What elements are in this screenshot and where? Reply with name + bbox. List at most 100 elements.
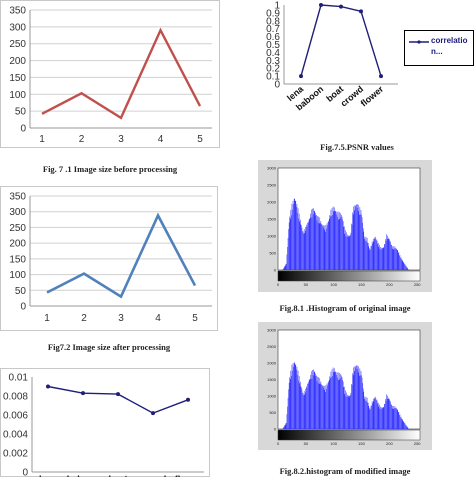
panel-hist-modified: 0 500 1000 1500 2000 2500 3000 0 50 100 150 200 250 … bbox=[258, 322, 432, 477]
y-tick-label: 100 bbox=[9, 270, 26, 281]
panel-size-after: 0 50 100 150 200 250 300 350 1 2 3 4 5 Fig7.2 Image … bbox=[0, 186, 224, 356]
y-tick-label: 350 bbox=[9, 192, 26, 203]
histogram-modified-chart: 0 500 1000 1500 2000 2500 3000 0 50 100 150 200 250 bbox=[267, 328, 421, 447]
y-tick-label: 2000 bbox=[267, 200, 277, 205]
x-tick-label: lena bbox=[39, 474, 58, 477]
x-tick-label: 3 bbox=[118, 313, 124, 324]
plot-area bbox=[277, 167, 421, 271]
y-tick-label: 0.2 bbox=[266, 64, 280, 75]
y-tick-label: 500 bbox=[269, 410, 276, 415]
x-tick-label: flower bbox=[359, 84, 386, 109]
data-point bbox=[319, 3, 323, 7]
data-point bbox=[186, 397, 190, 402]
y-tick-label: 200 bbox=[9, 239, 26, 250]
y-tick-label: 0.8 bbox=[266, 16, 280, 27]
x-tick-label: 4 bbox=[158, 134, 164, 145]
data-point bbox=[359, 9, 363, 14]
data-point bbox=[299, 74, 303, 79]
x-tick-label: 4 bbox=[155, 313, 161, 324]
y-tick-label: 0.006 bbox=[3, 411, 28, 422]
x-tick-label: 150 bbox=[358, 441, 365, 446]
size-after-chart: 0 50 100 150 200 250 300 350 1 2 3 4 5 bbox=[9, 192, 212, 324]
y-tick-label: 0.5 bbox=[266, 40, 280, 51]
x-tick-label: 200 bbox=[386, 282, 393, 287]
y-tick-label: 0.1 bbox=[266, 72, 280, 83]
y-tick-label: 50 bbox=[15, 107, 27, 118]
y-tick-label: 50 bbox=[15, 286, 27, 297]
y-tick-label: 0.002 bbox=[3, 449, 28, 460]
caption-psnr: Fig.7.5.PSNR values bbox=[320, 142, 394, 152]
x-tick-label: 2 bbox=[81, 313, 87, 324]
y-tick-label: 0.3 bbox=[266, 56, 280, 67]
x-tick-label: 0 bbox=[277, 441, 280, 446]
size-before-chart: 0 50 100 150 200 250 300 350 1 2 3 4 5 bbox=[9, 6, 212, 145]
x-tick-label: 100 bbox=[330, 282, 337, 287]
caption-hist-original: Fig.8.1 .Histogram of original image bbox=[279, 303, 411, 313]
x-tick-label: 50 bbox=[304, 441, 309, 446]
panel-hist-original: 0 500 1000 1500 2000 2500 3000 0 50 100 150 200 250 … bbox=[258, 160, 432, 318]
y-tick-label: 3000 bbox=[267, 328, 277, 333]
series-line bbox=[300, 4, 382, 77]
chart-legend: correlatio n... bbox=[404, 30, 474, 66]
legend-label-line1: correlatio bbox=[431, 36, 468, 45]
legend-label-line2: n... bbox=[431, 47, 443, 56]
y-tick-label: 100 bbox=[9, 90, 26, 101]
y-tick-label: 200 bbox=[9, 56, 26, 67]
x-tick-label: 50 bbox=[304, 282, 309, 287]
y-tick-label: 250 bbox=[9, 223, 26, 234]
y-tick-label: 0.01 bbox=[9, 373, 29, 384]
plot-area bbox=[277, 329, 421, 430]
x-tick-label: 2 bbox=[79, 134, 85, 145]
data-point bbox=[46, 384, 50, 389]
x-tick-label: 0 bbox=[277, 282, 280, 287]
y-tick-label: 1000 bbox=[267, 394, 277, 399]
panel-psnr: 0 0.1 0.2 0.3 0.4 0.5 0.6 0.7 0.8 0.9 1 lena baboon b… bbox=[240, 0, 474, 160]
panel-mse: 0 0.002 0.004 0.006 0.008 0.01 lena baboon boat c… bbox=[0, 368, 224, 477]
y-tick-label: 350 bbox=[9, 6, 26, 17]
series-line bbox=[47, 385, 189, 414]
y-tick-label: 500 bbox=[269, 251, 276, 256]
grayscale-colorbar bbox=[277, 270, 421, 282]
y-tick-label: 0.9 bbox=[266, 8, 280, 19]
caption-size-after: Fig7.2 Image size after processing bbox=[47, 342, 171, 352]
histogram-original-chart: 0 500 1000 1500 2000 2500 3000 0 50 100 150 200 250 bbox=[267, 166, 421, 288]
panel-size-before: 0 50 100 150 200 250 300 350 1 2 3 4 5 Fig. 7 .1 Ima… bbox=[0, 0, 224, 180]
data-point bbox=[116, 392, 120, 397]
y-tick-label: 0.4 bbox=[266, 48, 280, 59]
x-tick-label: 1 bbox=[44, 313, 50, 324]
x-tick-label: 3 bbox=[118, 134, 124, 145]
y-tick-label: 0 bbox=[274, 427, 277, 432]
y-tick-label: 1 bbox=[274, 1, 280, 12]
y-tick-label: 1000 bbox=[267, 234, 277, 239]
y-tick-label: 0 bbox=[274, 268, 277, 273]
x-tick-label: 200 bbox=[386, 441, 393, 446]
grayscale-colorbar bbox=[277, 429, 421, 441]
caption-size-before: Fig. 7 .1 Image size before processing bbox=[42, 164, 178, 174]
y-tick-label: 300 bbox=[9, 207, 26, 218]
y-tick-label: 0 bbox=[22, 468, 28, 477]
y-tick-label: 1500 bbox=[267, 377, 277, 382]
mse-chart: 0 0.002 0.004 0.006 0.008 0.01 lena baboon boat c… bbox=[3, 373, 204, 477]
x-tick-label: 1 bbox=[39, 134, 45, 145]
x-tick-label: flower bbox=[175, 474, 202, 477]
x-tick-label: baboon bbox=[67, 474, 100, 477]
y-tick-label: 0.6 bbox=[266, 32, 280, 43]
y-tick-label: 0.008 bbox=[3, 392, 28, 403]
series-line bbox=[41, 27, 202, 120]
y-tick-label: 150 bbox=[9, 73, 26, 84]
y-tick-label: 300 bbox=[9, 22, 26, 33]
legend-marker bbox=[409, 40, 429, 44]
y-tick-label: 1500 bbox=[267, 217, 277, 222]
y-tick-label: 0.7 bbox=[266, 24, 280, 35]
x-tick-label: 5 bbox=[192, 313, 198, 324]
y-tick-label: 3000 bbox=[267, 166, 277, 171]
y-tick-label: 2000 bbox=[267, 361, 277, 366]
x-tick-label: boat bbox=[109, 474, 128, 477]
y-tick-label: 0.004 bbox=[3, 430, 28, 441]
x-tick-label: 5 bbox=[197, 134, 203, 145]
x-tick-label: 100 bbox=[330, 441, 337, 446]
y-tick-label: 0 bbox=[20, 124, 26, 135]
data-point bbox=[339, 4, 343, 9]
x-tick-label: 250 bbox=[414, 441, 421, 446]
